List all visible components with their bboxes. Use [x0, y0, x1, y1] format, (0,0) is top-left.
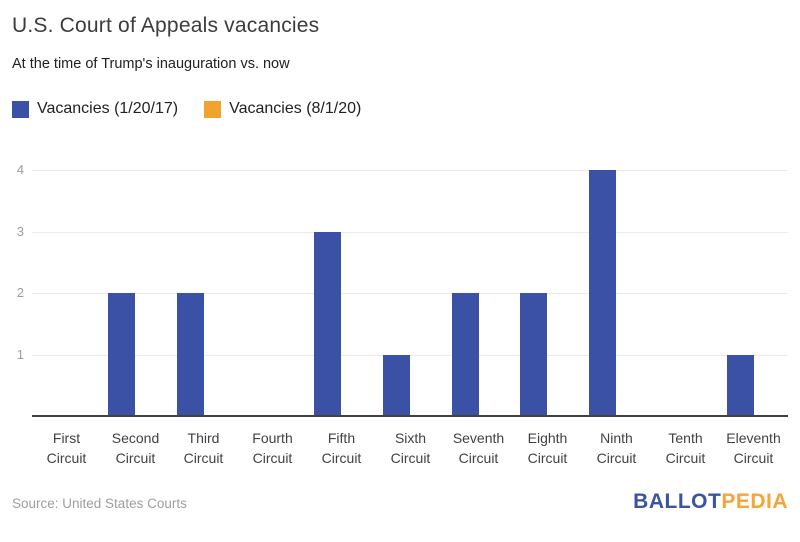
x-label-second-circuit: Second Circuit	[111, 430, 160, 466]
legend-swatch-orange	[204, 100, 222, 118]
legend-item-vacancies-2017: Vacancies (1/20/17)	[12, 100, 178, 118]
x-label-eighth-circuit: Eighth Circuit	[527, 430, 568, 466]
legend-label: Vacancies (1/20/17)	[37, 100, 179, 117]
legend: Vacancies (1/20/17) Vacancies (8/1/20)	[12, 100, 361, 118]
legend-swatch-blue	[12, 100, 29, 118]
bar-vacancies-1-20-17--eighth-circuit	[520, 293, 547, 416]
x-label-seventh-circuit: Seventh Circuit	[452, 430, 505, 466]
gridline-1	[32, 355, 788, 356]
legend-label: Vacancies (8/1/20)	[229, 100, 362, 117]
x-label-first-circuit: First Circuit	[46, 430, 87, 466]
gridline-4	[32, 170, 788, 171]
gridline-2	[32, 293, 788, 294]
y-axis-tick-2: 2	[16, 285, 24, 300]
x-label-fourth-circuit: Fourth Circuit	[252, 430, 293, 466]
x-label-ninth-circuit: Ninth Circuit	[596, 430, 637, 466]
x-axis-line	[32, 415, 788, 417]
bar-vacancies-1-20-17--second-circuit	[108, 293, 135, 416]
chart-title: U.S. Court of Appeals vacancies	[12, 14, 320, 37]
x-label-tenth-circuit: Tenth Circuit	[665, 430, 706, 466]
bar-vacancies-1-20-17--ninth-circuit	[589, 170, 616, 416]
y-axis-tick-1: 1	[16, 347, 24, 362]
bar-vacancies-1-20-17--eleventh-circuit	[727, 355, 754, 417]
legend-item-vacancies-2020: Vacancies (8/1/20)	[204, 100, 361, 118]
x-label-fifth-circuit: Fifth Circuit	[321, 430, 362, 466]
ballotpedia-logo: BALLOTPEDIA	[633, 490, 788, 514]
source-note: Source: United States Courts	[12, 496, 187, 511]
bar-vacancies-1-20-17--third-circuit	[177, 293, 204, 416]
x-label-sixth-circuit: Sixth Circuit	[390, 430, 431, 466]
gridline-3	[32, 232, 788, 233]
x-label-eleventh-circuit: Eleventh Circuit	[726, 430, 781, 466]
y-axis-tick-4: 4	[16, 162, 24, 177]
bar-vacancies-1-20-17--fifth-circuit	[314, 232, 341, 417]
x-label-third-circuit: Third Circuit	[183, 430, 224, 466]
logo-text-ballot: BALLOT	[633, 490, 722, 513]
chart-subtitle: At the time of Trump's inauguration vs. …	[12, 56, 290, 72]
bar-vacancies-1-20-17--sixth-circuit	[383, 355, 410, 417]
y-axis-tick-3: 3	[16, 224, 24, 239]
logo-text-pedia: PEDIA	[721, 490, 788, 513]
bar-vacancies-1-20-17--seventh-circuit	[452, 293, 479, 416]
